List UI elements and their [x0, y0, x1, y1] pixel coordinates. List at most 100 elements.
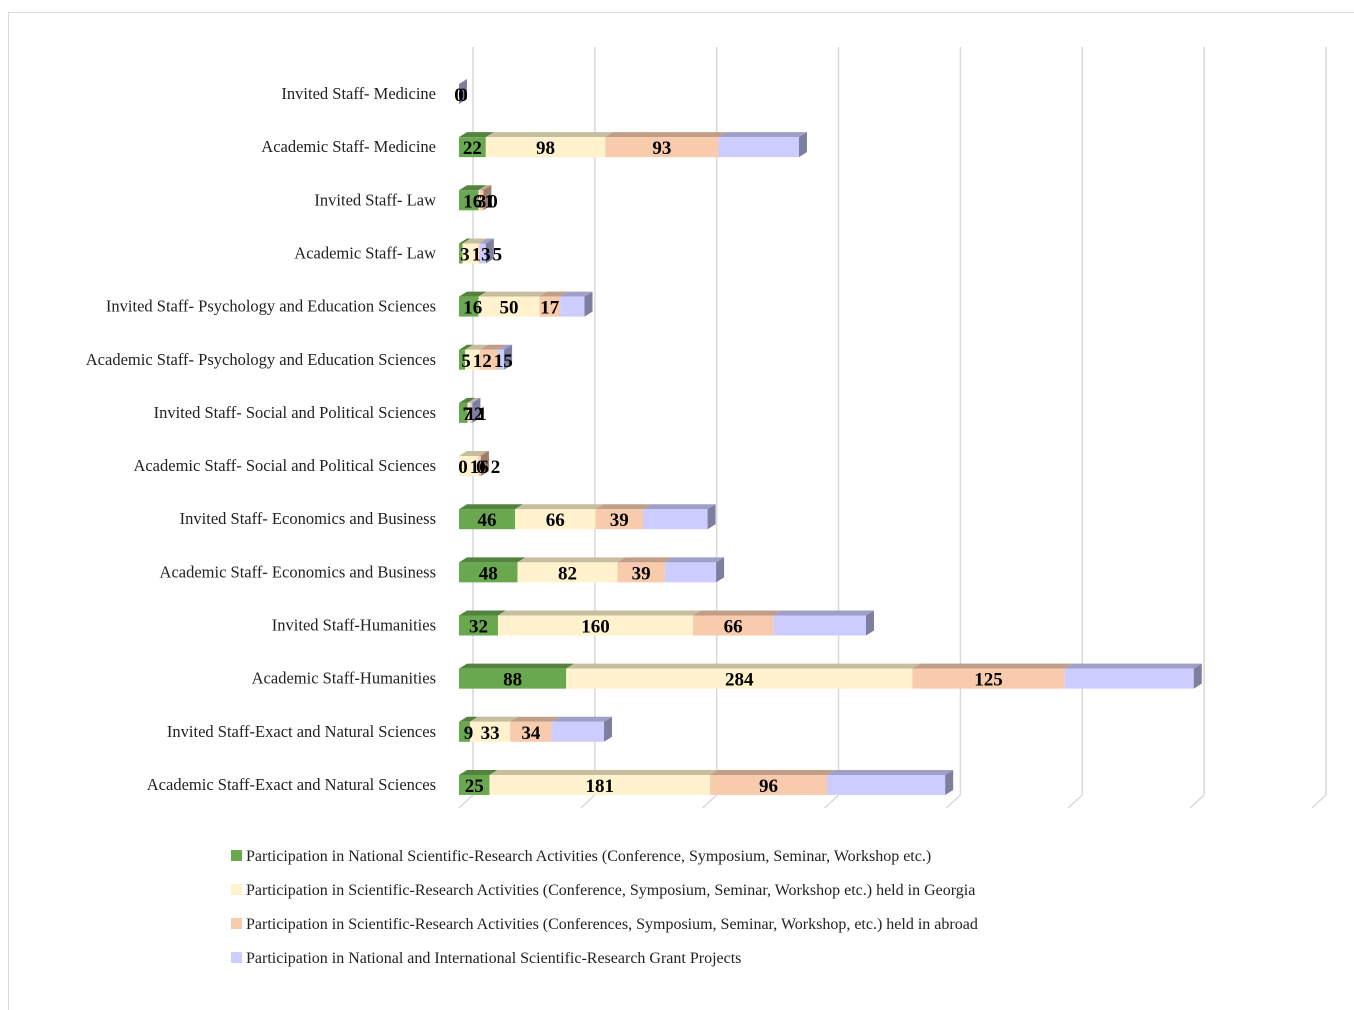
bar-top: [617, 557, 673, 563]
bar-top: [515, 504, 604, 510]
bar-segment: [539, 296, 561, 317]
data-label: 88: [503, 670, 522, 691]
bar-segment: [551, 721, 605, 742]
bar-top: [566, 663, 921, 669]
bar-top: [469, 716, 519, 722]
bar-top: [459, 557, 526, 563]
bar-top: [710, 769, 835, 775]
bar-top: [459, 769, 498, 775]
data-label: 16: [463, 191, 482, 212]
bar-segment: [459, 456, 479, 477]
bar-segment: [469, 721, 511, 742]
bar-segment: [459, 402, 468, 423]
data-label: 15: [494, 351, 513, 372]
data-label: 32: [469, 617, 488, 638]
bar-top: [539, 291, 569, 297]
bar-segment: [664, 562, 717, 583]
category-label: Academic Staff- Medicine: [261, 137, 436, 156]
bar-top: [467, 397, 478, 403]
bar-top: [773, 610, 874, 616]
data-label: 181: [585, 776, 614, 797]
bar-segment: [478, 296, 540, 317]
bar-top: [471, 397, 481, 403]
bar-top: [478, 185, 488, 191]
data-label: 66: [546, 510, 565, 531]
data-label: 125: [974, 670, 1003, 691]
bar-segment: [510, 721, 552, 742]
bar-top: [595, 504, 651, 510]
bar-segment: [497, 615, 693, 636]
data-label: 9: [464, 723, 474, 744]
bar-top: [912, 663, 1073, 669]
bar-segment: [912, 668, 1065, 689]
legend-swatch: [231, 850, 242, 861]
data-label: 284: [725, 670, 754, 691]
data-label: 34: [521, 723, 541, 744]
bar-segment: [718, 137, 799, 158]
bar-top: [459, 291, 487, 297]
bar-top: [517, 557, 626, 563]
category-label: Academic Staff- Law: [294, 243, 436, 262]
category-label: Academic Staff-Humanities: [252, 669, 436, 688]
bar-top: [692, 610, 782, 616]
category-label: Invited Staff-Exact and Natural Sciences: [167, 722, 436, 741]
bar-segment: [459, 243, 463, 264]
bar-top: [459, 504, 524, 510]
gridline-floor: [824, 794, 840, 809]
data-label: 16: [463, 298, 482, 319]
bar-top: [465, 344, 488, 350]
bar-segment: [459, 190, 479, 211]
gridline-floor: [458, 794, 474, 809]
legend: Participation in National Scientific-Res…: [231, 848, 978, 967]
bar-side: [504, 344, 513, 370]
bar-side: [584, 291, 593, 317]
bar-segment: [485, 137, 606, 158]
bar-top: [459, 397, 476, 403]
bar-side: [483, 185, 492, 211]
bar-side: [472, 397, 481, 423]
bar-segment: [478, 190, 480, 211]
bar-top: [826, 769, 954, 775]
bar-segment: [478, 456, 481, 477]
data-label: 22: [463, 138, 482, 159]
bar-segment: [617, 562, 665, 583]
bar-segment: [605, 137, 719, 158]
bar-top: [664, 557, 725, 563]
data-label: 25: [465, 776, 484, 797]
data-label: 0: [458, 85, 468, 106]
bar-segment: [692, 615, 774, 636]
bar-top: [462, 238, 487, 244]
bar-segment: [773, 615, 866, 636]
gridline-floor: [1067, 794, 1083, 809]
bar-segment: [459, 668, 567, 689]
bar-top: [497, 344, 513, 350]
data-label: 0: [488, 191, 498, 212]
bar-top: [459, 185, 487, 191]
bar-side: [480, 451, 489, 477]
bar-segment: [1064, 668, 1194, 689]
bar-segment: [459, 349, 466, 370]
category-label: Invited Staff- Medicine: [281, 84, 436, 103]
data-label: 5: [461, 351, 471, 372]
bar-segment: [479, 190, 484, 211]
data-label: 66: [724, 617, 743, 638]
data-label: 39: [610, 510, 629, 531]
bar-top: [479, 185, 492, 191]
bar-top: [459, 663, 575, 669]
data-label: 1: [477, 404, 487, 425]
bar-top: [605, 132, 727, 138]
gridline-floor: [702, 794, 718, 809]
bar-side: [485, 238, 494, 264]
bar-side: [798, 132, 807, 158]
data-label: 50: [499, 298, 518, 319]
bar-segment: [459, 774, 490, 795]
chart-frame: [8, 12, 1354, 1010]
bar-top: [489, 769, 719, 775]
legend-entry: Participation in Scientific-Research Act…: [246, 882, 975, 899]
data-label: 96: [759, 776, 778, 797]
bar-top: [560, 291, 593, 297]
category-labels: Invited Staff- Medicine Academic Staff- M…: [86, 84, 436, 794]
bar-top: [485, 132, 614, 138]
bar-side: [707, 504, 716, 530]
data-label: 33: [481, 723, 500, 744]
